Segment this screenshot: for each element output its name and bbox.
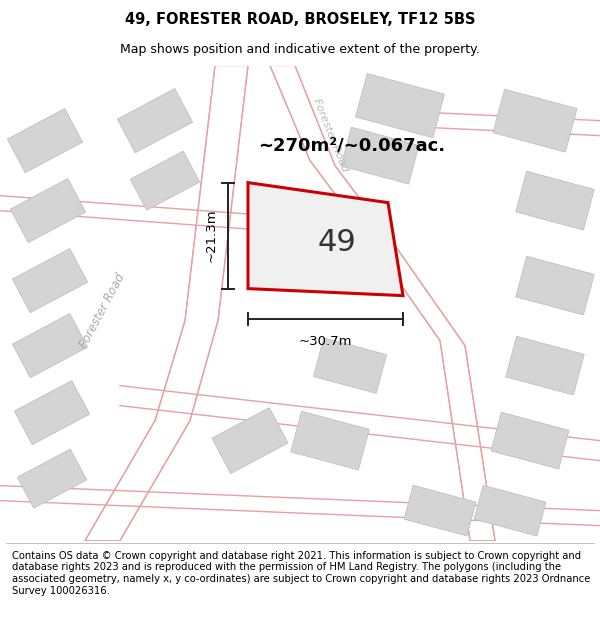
Polygon shape	[130, 151, 200, 210]
Text: Forester Road: Forester Road	[77, 271, 127, 350]
Text: ~270m²/~0.067ac.: ~270m²/~0.067ac.	[258, 137, 445, 154]
Polygon shape	[506, 336, 584, 395]
Polygon shape	[493, 89, 577, 152]
Text: 49, FORESTER ROAD, BROSELEY, TF12 5BS: 49, FORESTER ROAD, BROSELEY, TF12 5BS	[125, 12, 475, 27]
Text: Map shows position and indicative extent of the property.: Map shows position and indicative extent…	[120, 42, 480, 56]
Text: ~30.7m: ~30.7m	[299, 334, 352, 348]
Polygon shape	[356, 74, 445, 138]
Polygon shape	[17, 449, 87, 508]
Text: 49: 49	[317, 228, 356, 257]
Polygon shape	[13, 249, 88, 312]
Polygon shape	[118, 89, 193, 152]
Polygon shape	[291, 411, 369, 470]
Text: Contains OS data © Crown copyright and database right 2021. This information is : Contains OS data © Crown copyright and d…	[12, 551, 590, 596]
Polygon shape	[7, 109, 83, 172]
Polygon shape	[212, 408, 288, 474]
Text: ~21.3m: ~21.3m	[205, 209, 218, 262]
Polygon shape	[85, 66, 248, 541]
Polygon shape	[270, 66, 495, 541]
Polygon shape	[491, 412, 569, 469]
Polygon shape	[516, 256, 594, 315]
Polygon shape	[404, 485, 476, 536]
Polygon shape	[313, 338, 386, 393]
Polygon shape	[474, 485, 546, 536]
Polygon shape	[248, 182, 403, 296]
Polygon shape	[516, 171, 594, 230]
Polygon shape	[14, 381, 89, 444]
Polygon shape	[13, 314, 88, 378]
Polygon shape	[341, 127, 419, 184]
Polygon shape	[10, 179, 86, 242]
Text: Forester Road: Forester Road	[311, 98, 349, 174]
